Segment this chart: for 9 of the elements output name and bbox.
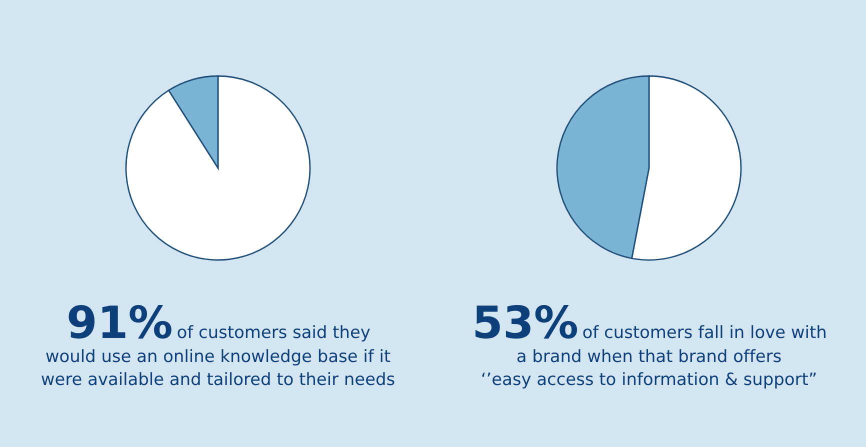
text: would use an online knowledge base if it [46, 349, 390, 366]
text: a brand when that brand offers [517, 349, 781, 362]
text: were available and tailored to their needs [42, 372, 394, 386]
text: of customers fall in love with [583, 325, 826, 338]
text: of customers said they [178, 325, 370, 342]
text: ‘’easy access to information & support” [482, 372, 816, 389]
pie-slice [125, 75, 311, 261]
text: 91% [68, 305, 172, 339]
text: 53% [475, 305, 578, 339]
